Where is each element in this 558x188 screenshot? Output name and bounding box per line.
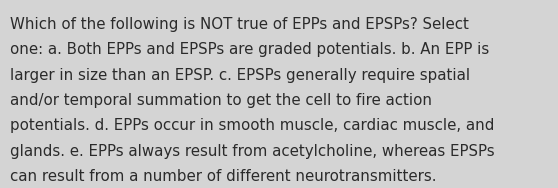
Text: one: a. Both EPPs and EPSPs are graded potentials. b. An EPP is: one: a. Both EPPs and EPSPs are graded p…	[10, 42, 489, 57]
Text: can result from a number of different neurotransmitters.: can result from a number of different ne…	[10, 169, 436, 184]
Text: and/or temporal summation to get the cell to fire action: and/or temporal summation to get the cel…	[10, 93, 432, 108]
Text: potentials. d. EPPs occur in smooth muscle, cardiac muscle, and: potentials. d. EPPs occur in smooth musc…	[10, 118, 494, 133]
Text: Which of the following is NOT true of EPPs and EPSPs? Select: Which of the following is NOT true of EP…	[10, 17, 469, 32]
Text: glands. e. EPPs always result from acetylcholine, whereas EPSPs: glands. e. EPPs always result from acety…	[10, 144, 495, 159]
Text: larger in size than an EPSP. c. EPSPs generally require spatial: larger in size than an EPSP. c. EPSPs ge…	[10, 68, 470, 83]
